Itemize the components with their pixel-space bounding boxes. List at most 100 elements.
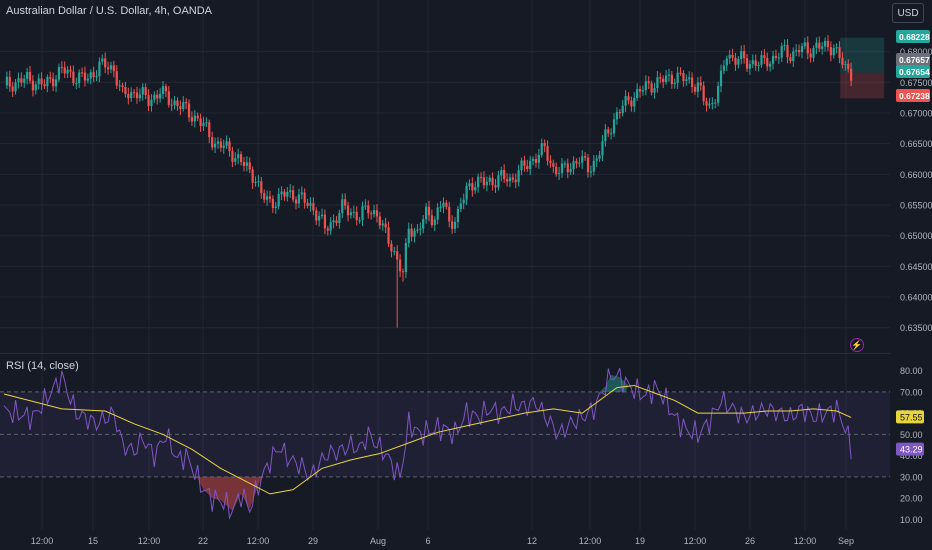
candle-down [850,68,853,81]
candle-up [722,65,725,71]
candle-down [179,106,182,110]
candle-up [468,183,471,187]
candle-down [211,137,214,148]
time-tick-label: 15 [88,536,98,546]
candle-down [156,94,159,99]
time-tick-label: 26 [745,536,755,546]
candle-down [294,199,298,204]
candle-down [69,69,72,72]
candle-down [829,47,832,56]
candle-down [384,223,387,228]
candle-down [315,210,318,221]
candle-up [688,77,691,80]
candle-down [11,86,14,92]
candle-down [401,271,405,273]
candle-up [676,72,679,83]
candle-up [372,210,376,215]
candle-down [482,177,486,186]
candle-down [549,160,552,164]
candle-down [164,86,168,92]
candle-up [664,75,668,83]
candle-down [185,102,188,104]
candle-up [823,40,827,47]
candle-up [633,98,636,107]
candle-down [693,86,697,92]
price-badge [896,53,930,66]
rsi-tick-label: 50.00 [900,430,923,440]
candle-down [847,63,850,69]
candle-up [757,64,760,66]
rsi-indicator-title[interactable]: RSI (14, close) [6,360,79,372]
candle-down [797,50,801,53]
candle-down [552,163,555,167]
candle-up [213,143,217,148]
candle-down [127,93,130,99]
candle-down [268,196,272,199]
candle-up [540,143,543,155]
rsi-badge-label: 43.29 [900,445,923,455]
candle-up [407,228,410,244]
candle-down [187,103,191,118]
candle-down [208,122,211,138]
lightning-icon[interactable]: ⚡ [850,338,864,352]
candle-down [627,96,630,101]
candle-down [546,146,549,161]
candle-up [815,42,818,48]
candle-up [341,199,344,214]
candle-up [265,196,269,200]
candle-up [612,119,616,134]
candle-up [725,58,728,66]
candle-up [26,71,29,79]
candle-down [427,206,431,216]
candle-up [456,209,460,222]
candle-up [485,181,488,186]
candle-up [795,50,798,52]
candle-down [135,92,139,99]
candle-up [14,82,17,92]
candle-down [505,179,509,182]
candle-up [34,84,37,91]
candle-up [636,89,639,99]
price-badge-label: 0.67238 [899,91,930,101]
candle-up [708,103,711,106]
candle-up [812,47,815,58]
price-badge [896,89,930,102]
candle-down [199,118,202,127]
candle-down [20,78,23,83]
grid-lines [0,0,890,530]
candle-up [277,194,280,207]
candle-down [514,179,517,183]
chart-title: Australian Dollar / U.S. Dollar, 4h, OAN… [6,5,213,17]
candle-down [659,77,662,79]
candle-up [578,162,581,164]
candle-up [740,51,743,60]
candle-up [477,176,480,188]
candle-down [306,202,309,206]
candle-up [161,86,165,94]
candle-down [326,228,329,231]
candle-down [92,72,95,78]
candle-down [448,206,451,222]
candle-up [153,94,156,100]
candle-down [630,100,633,107]
candle-up [5,76,8,86]
candle-up [497,175,500,188]
price-badge [896,65,930,78]
candle-up [416,229,419,231]
candle-up [508,177,512,182]
candle-up [832,48,835,56]
candle-down [167,91,170,105]
candle-down [731,54,734,58]
time-tick-label: 12 [527,536,537,546]
candle-down [754,60,757,66]
candle-down [523,160,526,166]
currency-button[interactable]: USD [892,3,924,23]
candle-up [245,162,248,166]
candle-up [531,159,535,161]
candle-up [300,192,303,195]
price-candles [5,35,853,328]
rsi-ma-line [3,384,852,495]
candle-up [332,220,335,223]
candle-down [679,72,682,74]
